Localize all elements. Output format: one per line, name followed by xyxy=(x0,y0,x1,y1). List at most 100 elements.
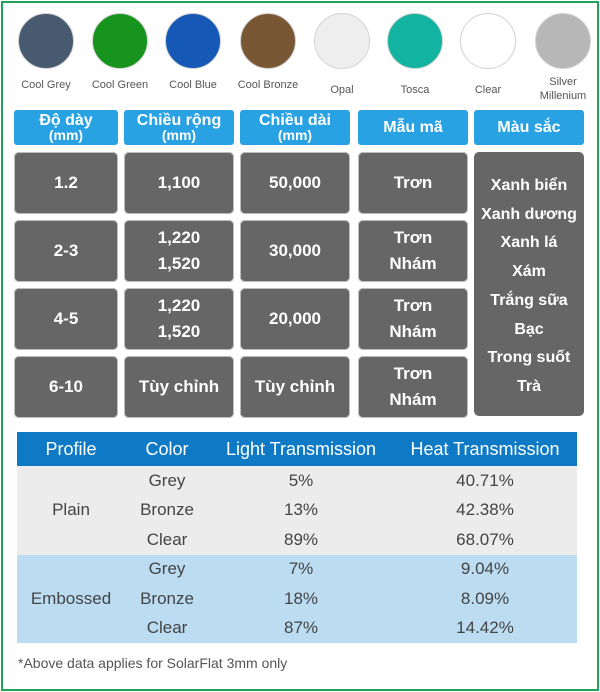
profile-cell: Plain xyxy=(17,466,125,555)
cell-text: Tùy chỉnh xyxy=(254,377,336,396)
light-cell: 5% xyxy=(209,466,393,496)
cell-thickness: 6-10 xyxy=(14,356,118,418)
table-row: Bronze 13% 42.38% xyxy=(17,495,577,525)
swatch-label: Cool Blue xyxy=(169,79,217,91)
swatch-label: Silver Millenium xyxy=(539,76,587,102)
table-row: Embossed Grey 7% 9.04% xyxy=(17,554,577,643)
light-cell: 18% xyxy=(209,584,393,614)
column-header: Color xyxy=(125,432,209,466)
table-row: Clear 87% 14.42% xyxy=(17,613,577,643)
header-length: Chiều dài (mm) xyxy=(240,110,350,145)
color-list-item: Trong suốt xyxy=(487,349,571,367)
column-header: Heat Transmission xyxy=(393,432,577,466)
cell-text: 1,220 xyxy=(157,296,201,315)
color-cell: Clear xyxy=(125,613,209,643)
cell-text: 4-5 xyxy=(53,309,79,328)
color-cell: Bronze xyxy=(125,584,209,614)
profile-cell: Embossed xyxy=(17,554,125,643)
color-list-item: Xanh biển xyxy=(490,177,568,194)
swatch-silver-millenium: Silver Millenium xyxy=(526,0,600,103)
cell-pattern: Trơn Nhám xyxy=(358,356,468,418)
cell-text: 1,100 xyxy=(157,173,201,192)
swatch-circle xyxy=(18,13,74,69)
swatch-circle xyxy=(535,13,591,69)
color-list: Xanh biển Xanh dương Xanh lá Xám Trắng s… xyxy=(474,152,584,416)
column-header: Profile xyxy=(17,432,125,466)
header-line: Chiều rộng xyxy=(136,111,222,129)
cell-text: Trơn xyxy=(393,173,433,192)
light-cell: 7% xyxy=(209,554,393,584)
footnote: *Above data applies for SolarFlat 3mm on… xyxy=(18,655,288,671)
cell-width: 1,100 xyxy=(124,152,234,214)
cell-width: 1,220 1,520 xyxy=(124,288,234,350)
color-cell: Clear xyxy=(125,525,209,555)
header-pattern: Mẫu mã xyxy=(358,110,468,145)
table-row: Clear 89% 68.07% xyxy=(17,525,577,555)
table-header-row: Profile Color Light Transmission Heat Tr… xyxy=(17,432,577,466)
color-cell: Bronze xyxy=(125,495,209,525)
cell-thickness: 4-5 xyxy=(14,288,118,350)
cell-length: 30,000 xyxy=(240,220,350,282)
swatch-cool-blue: Cool Blue xyxy=(156,0,230,92)
heat-cell: 8.09% xyxy=(393,584,577,614)
transmission-table: Profile Color Light Transmission Heat Tr… xyxy=(17,432,577,643)
cell-text: 1,520 xyxy=(157,322,201,341)
swatch-cool-grey: Cool Grey xyxy=(9,0,83,92)
cell-text: 1.2 xyxy=(54,173,78,192)
cell-text: Nhám xyxy=(389,254,437,273)
cell-text: 1,520 xyxy=(157,254,201,273)
color-list-item: Xanh dương xyxy=(481,205,577,223)
table-row: Bronze 18% 8.09% xyxy=(17,584,577,614)
color-cell: Grey xyxy=(125,466,209,496)
swatch-cool-bronze: Cool Bronze xyxy=(231,0,305,92)
swatch-label: Cool Grey xyxy=(21,79,71,91)
cell-pattern: Trơn Nhám xyxy=(358,220,468,282)
table-row: Plain Grey 5% 40.71% xyxy=(17,466,577,555)
column-header: Light Transmission xyxy=(209,432,393,466)
heat-cell: 9.04% xyxy=(393,554,577,584)
swatch-circle xyxy=(387,13,443,69)
cell-pattern: Trơn xyxy=(358,152,468,214)
color-swatches: Cool Grey Cool Green Cool Blue Cool Bron… xyxy=(0,0,600,110)
header-unit: (mm) xyxy=(48,126,84,143)
cell-length: 20,000 xyxy=(240,288,350,350)
cell-width: Tùy chỉnh xyxy=(124,356,234,418)
cell-length: 50,000 xyxy=(240,152,350,214)
swatch-tosca: Tosca xyxy=(378,0,452,97)
swatch-label: Opal xyxy=(330,84,354,96)
light-cell: 87% xyxy=(209,613,393,643)
header-line: Độ dày xyxy=(39,111,93,129)
cell-thickness: 2-3 xyxy=(14,220,118,282)
header-color: Màu sắc xyxy=(474,110,584,145)
header-unit: (mm) xyxy=(277,126,313,143)
header-line: Chiều dài xyxy=(258,111,331,129)
swatch-circle xyxy=(460,13,516,69)
cell-thickness: 1.2 xyxy=(14,152,118,214)
swatch-cool-green: Cool Green xyxy=(83,0,157,92)
heat-cell: 40.71% xyxy=(393,466,577,496)
cell-text: 1,220 xyxy=(157,228,201,247)
cell-text: Nhám xyxy=(389,322,437,341)
cell-text: Trơn xyxy=(393,364,433,383)
swatch-circle xyxy=(314,13,370,69)
cell-text: 30,000 xyxy=(269,241,321,260)
cell-text: Tùy chỉnh xyxy=(138,377,220,396)
color-cell: Grey xyxy=(125,554,209,584)
swatch-circle xyxy=(92,13,148,69)
cell-text: 50,000 xyxy=(269,173,321,192)
cell-text: 20,000 xyxy=(269,309,321,328)
color-list-item: Xám xyxy=(512,263,546,281)
swatch-label: Clear xyxy=(474,84,502,96)
header-line: Mẫu mã xyxy=(383,118,443,136)
color-list-item: Xanh lá xyxy=(500,234,558,252)
header-thickness: Độ dày (mm) xyxy=(14,110,118,145)
light-cell: 13% xyxy=(209,495,393,525)
cell-width: 1,220 1,520 xyxy=(124,220,234,282)
color-list-item: Trắng sữa xyxy=(490,291,568,309)
cell-text: Trơn xyxy=(393,296,433,315)
header-width: Chiều rộng (mm) xyxy=(124,110,234,145)
cell-text: 2-3 xyxy=(53,241,79,260)
header-unit: (mm) xyxy=(161,126,197,143)
heat-cell: 42.38% xyxy=(393,495,577,525)
